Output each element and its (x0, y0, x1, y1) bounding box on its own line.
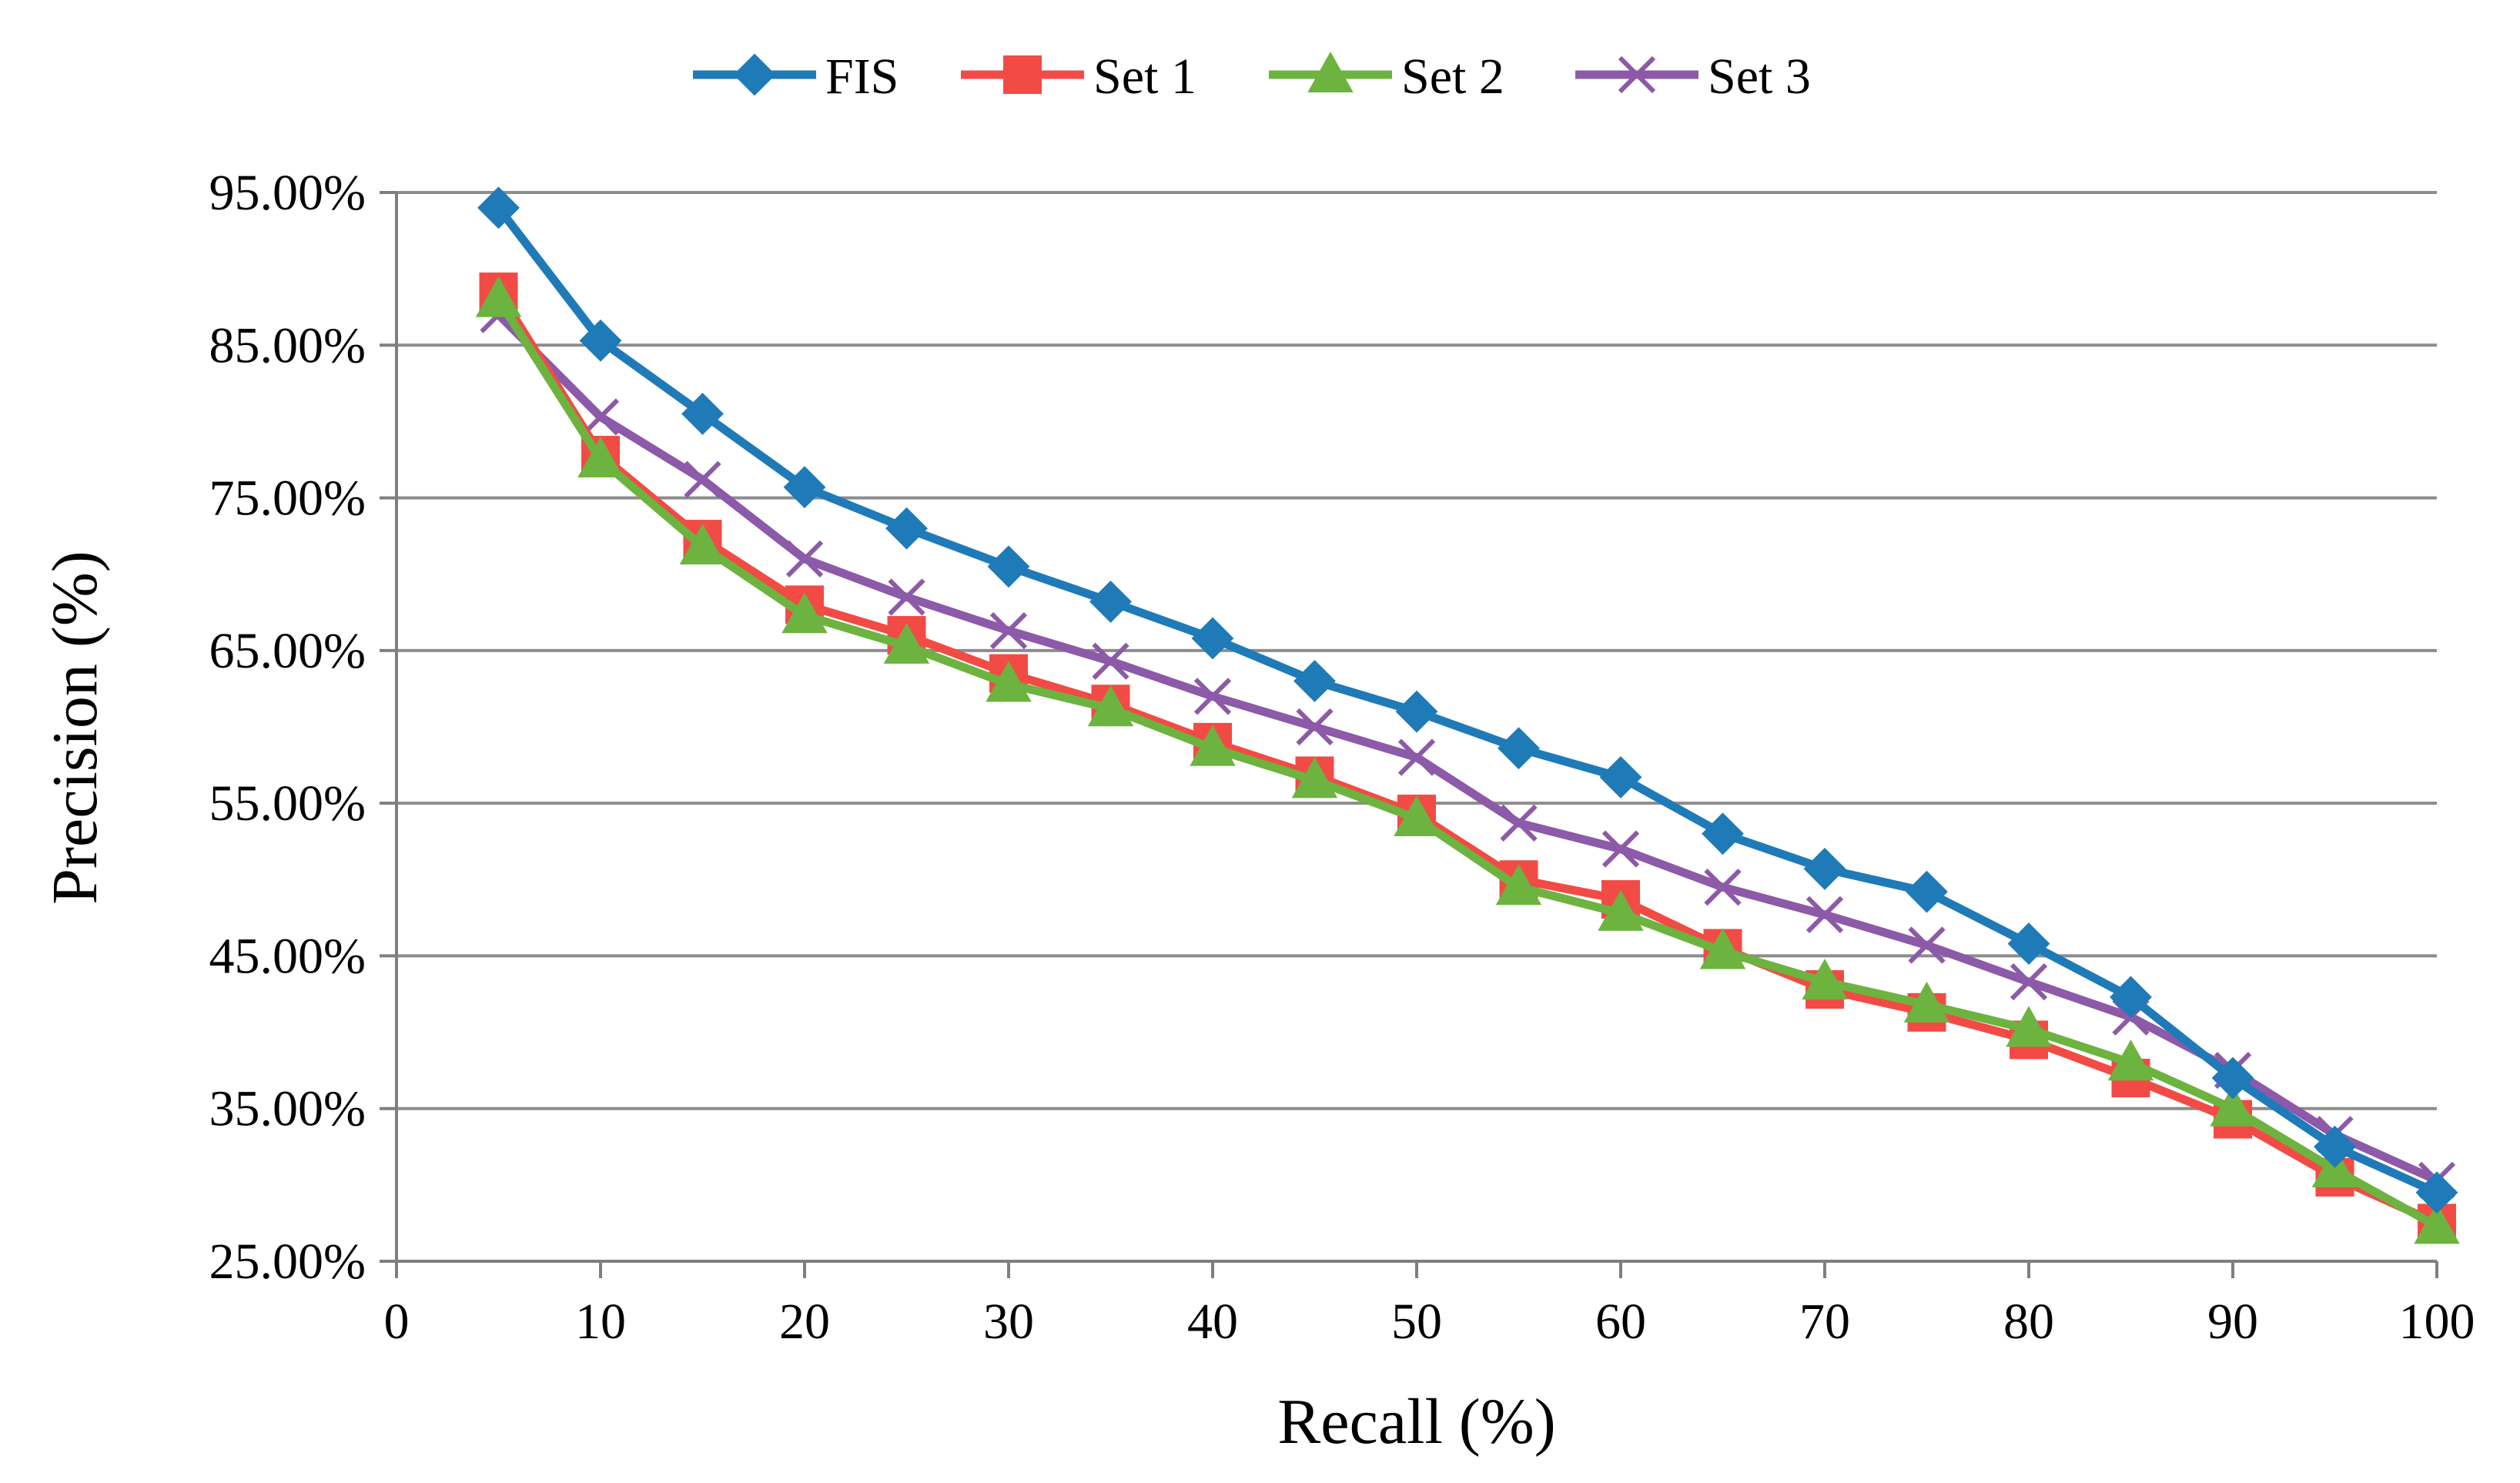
data-point-set-3 (1908, 926, 1946, 964)
data-point-fis (1293, 660, 1336, 702)
data-point-set-3 (1397, 738, 1436, 776)
data-point-fis (2007, 922, 2050, 965)
y-tick-label: 95.00% (209, 165, 366, 221)
legend-marker-set-1 (1003, 55, 1042, 94)
data-point-set-3 (1601, 830, 1640, 868)
data-point-fis (2110, 976, 2152, 1019)
data-point-fis (1191, 617, 1234, 660)
data-point-set-2 (1291, 757, 1338, 798)
x-tick-label: 0 (384, 1294, 410, 1350)
y-tick-label: 45.00% (209, 928, 366, 984)
data-point-set-3 (684, 460, 721, 498)
series-fis (477, 186, 2458, 1214)
legend-marker-set-2 (1307, 51, 1354, 92)
x-axis-title: Recall (%) (1277, 1386, 1555, 1458)
data-point-set-2 (1903, 981, 1950, 1023)
x-tick-label: 100 (2399, 1294, 2475, 1350)
series-line-set-3 (494, 310, 2441, 1185)
data-point-fis (579, 319, 622, 362)
data-point-set-2 (2107, 1039, 2154, 1081)
data-point-set-2 (1802, 959, 1848, 1000)
y-tick-label: 85.00% (209, 317, 366, 373)
x-tick-label: 70 (1799, 1294, 1850, 1350)
series-layer (475, 186, 2460, 1244)
y-tick-label: 25.00% (209, 1234, 366, 1290)
data-point-set-3 (1500, 804, 1538, 842)
data-point-set-3 (1704, 869, 1742, 906)
x-tick-label: 80 (2003, 1294, 2054, 1350)
axes (380, 191, 2438, 1278)
data-point-set-3 (1805, 895, 1844, 934)
data-point-fis (1395, 690, 1438, 733)
x-tick-label: 10 (575, 1294, 626, 1350)
data-point-set-2 (1394, 795, 1440, 836)
data-point-fis (783, 466, 826, 509)
data-point-set-2 (1598, 889, 1644, 931)
legend-item-set-1: Set 1 (961, 49, 1196, 105)
data-point-set-3 (2010, 963, 2048, 1001)
y-axis-title: Precision (%) (39, 551, 111, 905)
data-point-fis (2211, 1056, 2254, 1100)
data-point-fis (1498, 727, 1540, 770)
data-point-fis (1803, 847, 1846, 890)
data-point-set-2 (883, 622, 930, 664)
data-point-fis (2314, 1125, 2356, 1168)
y-tick-label: 65.00% (209, 623, 366, 679)
data-point-fis (885, 507, 928, 550)
legend-item-set-2: Set 2 (1269, 49, 1504, 105)
series-line-fis (494, 203, 2441, 1197)
series-line-set-2 (494, 295, 2441, 1230)
data-point-set-2 (1699, 928, 1746, 969)
x-tick-label: 30 (983, 1294, 1034, 1350)
legend-label: Set 2 (1401, 49, 1504, 105)
x-tick-labels: 0 10 20 30 40 50 60 70 80 90 100 (384, 1294, 2475, 1350)
data-point-fis (1089, 580, 1132, 623)
data-point-fis (1599, 756, 1642, 798)
data-point-set-3 (581, 398, 620, 436)
data-point-set-3 (785, 540, 824, 578)
x-tick-label: 60 (1595, 1294, 1646, 1350)
data-point-set-3 (1092, 642, 1129, 680)
data-point-set-2 (2414, 1203, 2460, 1244)
y-tick-label: 55.00% (209, 775, 366, 832)
data-point-set-2 (1495, 864, 1542, 906)
legend-label: FIS (825, 49, 899, 105)
data-point-set-2 (781, 592, 828, 634)
data-point-set-2 (2210, 1085, 2256, 1126)
data-point-set-2 (475, 276, 522, 317)
data-point-fis (2415, 1171, 2458, 1214)
data-point-set-2 (1190, 725, 1236, 766)
data-point-set-3 (888, 578, 925, 616)
legend-marker-set-3 (1618, 55, 1656, 94)
legend-marker-fis (733, 53, 776, 96)
data-point-set-3 (1296, 708, 1334, 746)
y-tick-label: 35.00% (209, 1081, 366, 1137)
data-point-set-3 (1193, 678, 1232, 715)
data-point-set-2 (577, 436, 624, 477)
x-tick-label: 40 (1187, 1294, 1238, 1350)
legend-item-set-3: Set 3 (1575, 49, 1811, 105)
x-tick-label: 20 (779, 1294, 830, 1350)
y-tick-label: 75.00% (209, 470, 366, 527)
x-tick-label: 50 (1391, 1294, 1442, 1350)
data-point-fis (1906, 870, 1948, 913)
data-point-set-2 (1087, 685, 1134, 727)
data-point-set-2 (2006, 1006, 2052, 1047)
data-point-set-2 (679, 523, 726, 565)
data-point-set-2 (986, 661, 1032, 702)
data-point-fis (1702, 812, 1744, 855)
x-tick-label: 90 (2207, 1294, 2258, 1350)
y-tick-labels: 25.00% 35.00% 45.00% 55.00% 65.00% 75.00% 85.0… (209, 165, 366, 1290)
data-point-fis (681, 393, 724, 435)
legend-label: Set 1 (1093, 49, 1196, 105)
data-point-fis (987, 545, 1030, 588)
legend-label: Set 3 (1708, 49, 1811, 105)
data-point-fis (477, 186, 520, 229)
data-point-set-3 (989, 611, 1028, 650)
legend-item-fis: FIS (693, 49, 899, 105)
legend: FIS Set 1 Set 2 Set 3 (693, 49, 1811, 105)
